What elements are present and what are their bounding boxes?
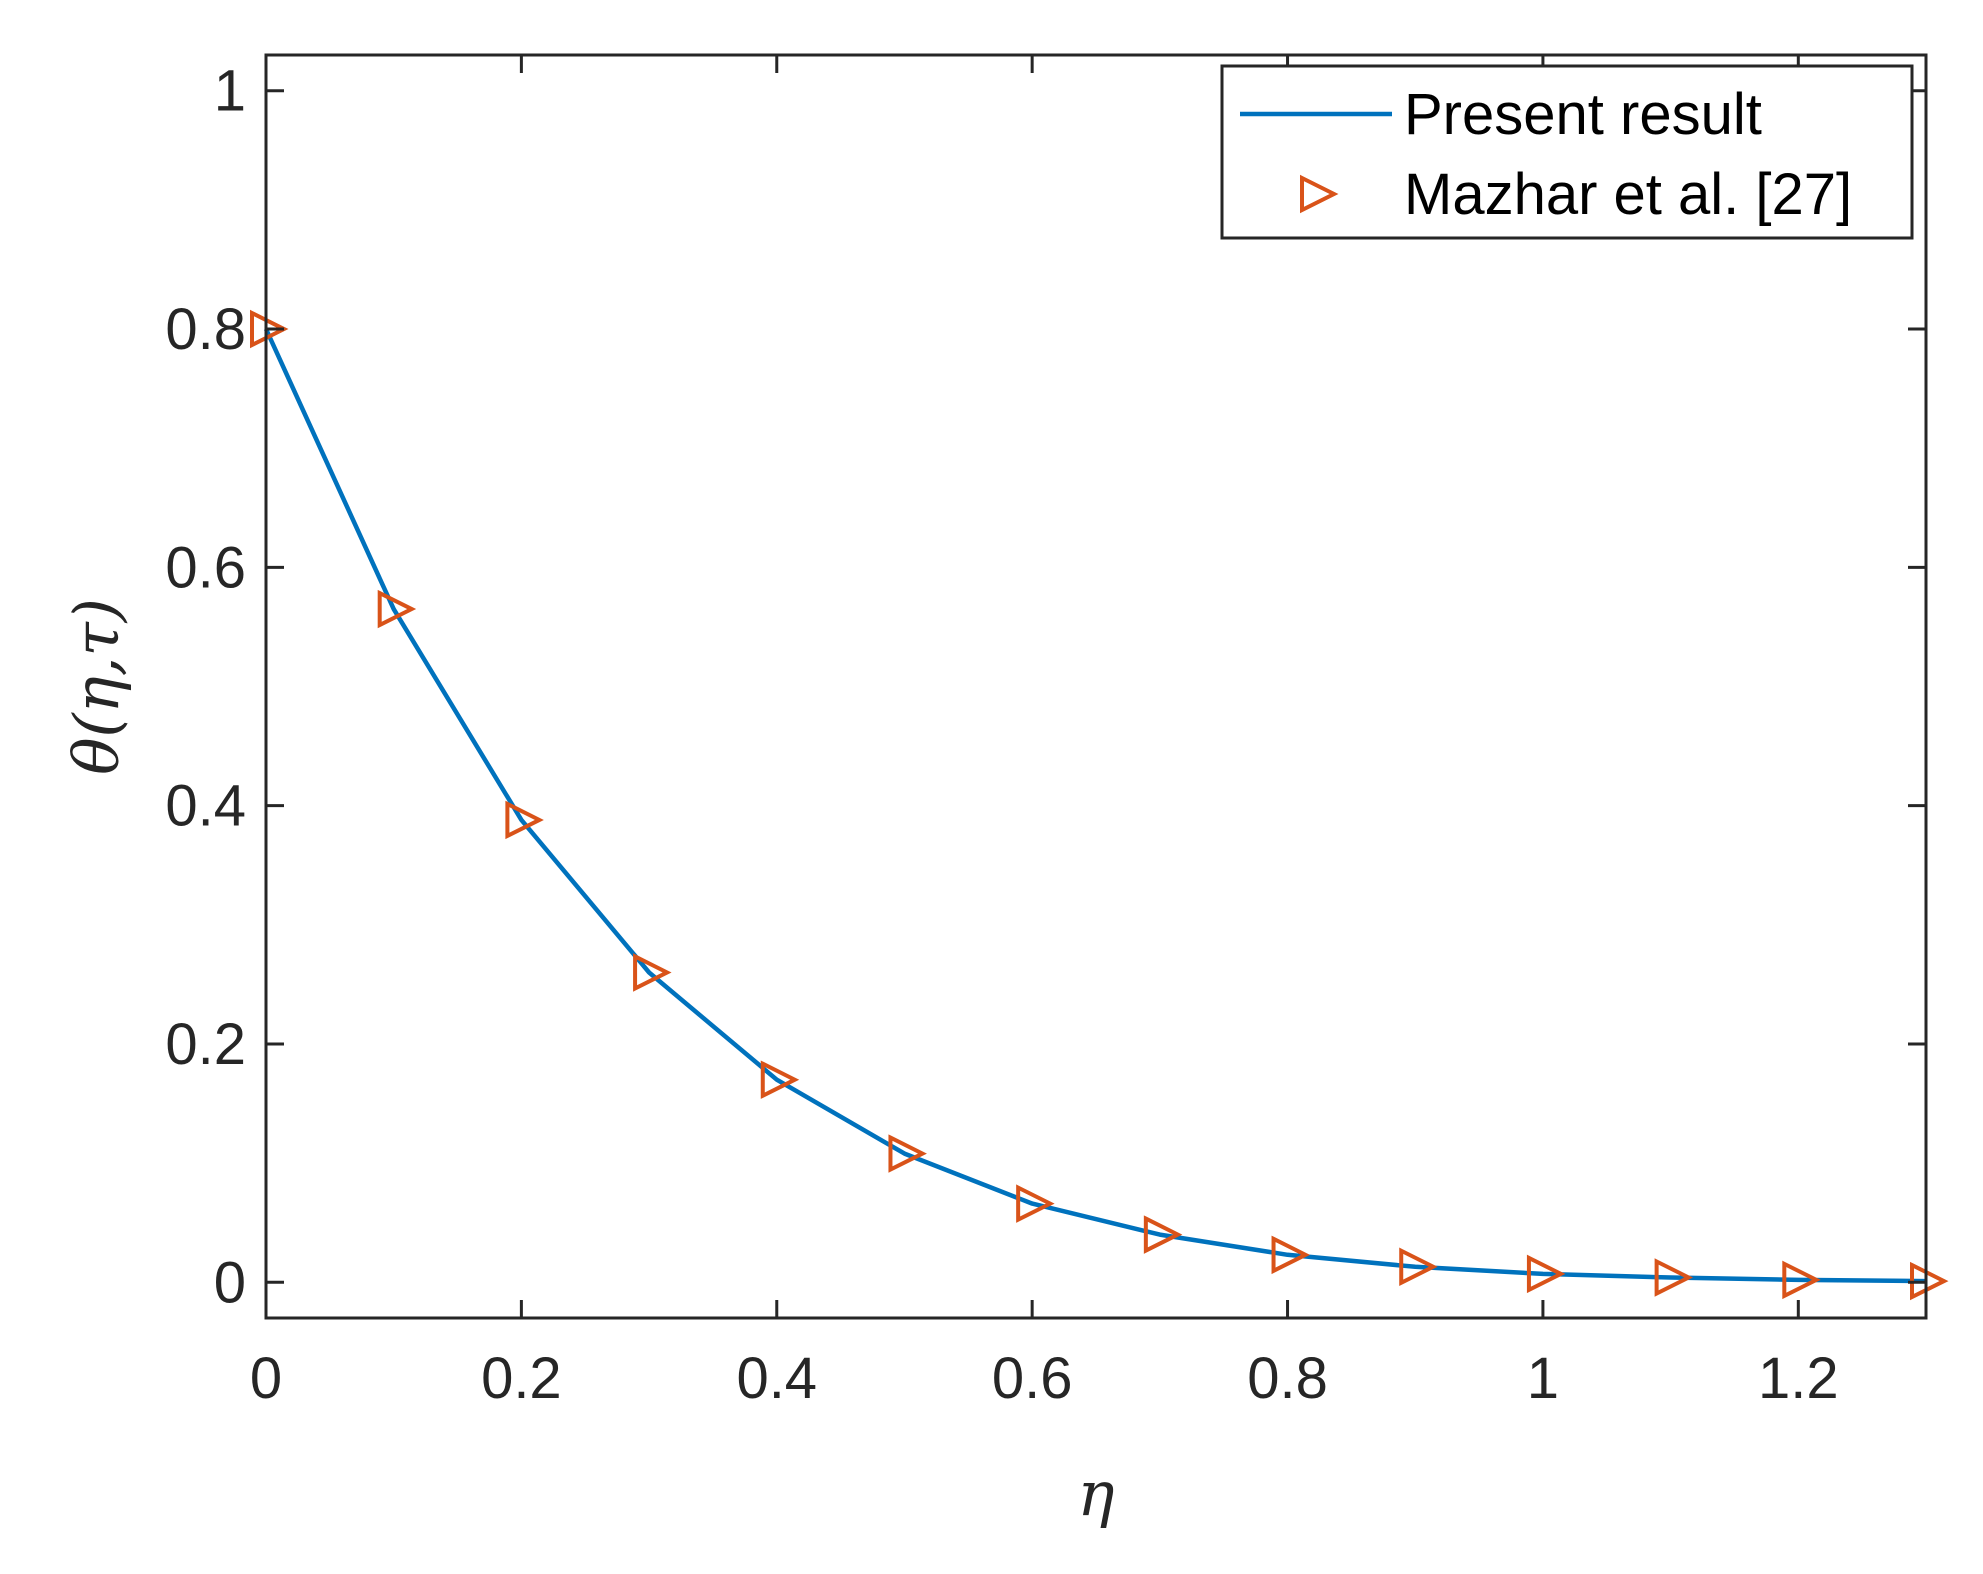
marker-point xyxy=(633,953,672,992)
legend-entry-label: Mazhar et al. [27] xyxy=(1404,162,1852,227)
x-tick-label: 0.4 xyxy=(736,1346,817,1411)
x-axis-label: η xyxy=(1077,1457,1114,1530)
marker-point xyxy=(1526,1254,1566,1294)
marker-point xyxy=(1271,1235,1311,1275)
x-tick-label: 0.8 xyxy=(1247,1346,1328,1411)
marker-point xyxy=(888,1134,927,1173)
y-tick-label: 0.4 xyxy=(165,774,246,839)
marker-point xyxy=(760,1060,800,1099)
series-layer xyxy=(250,309,1949,1301)
y-tick-label: 0.8 xyxy=(165,297,246,362)
x-tick-label: 0 xyxy=(250,1346,282,1411)
plot-background xyxy=(266,55,1926,1318)
y-tick-label: 1 xyxy=(214,59,246,124)
axes-layer: 0 0.2 0.4 0.6 0.8 1 1.2 0 0.2 0.4 0.6 0.8 1 xyxy=(165,53,1928,1411)
axes-box xyxy=(264,53,1928,1320)
y-axis-label: θ(η,τ) xyxy=(60,598,133,775)
legend-box xyxy=(1220,64,1914,240)
marker-point xyxy=(1782,1260,1821,1300)
marker-point xyxy=(250,309,289,349)
marker-point xyxy=(1143,1215,1183,1254)
y-tick-label: 0 xyxy=(214,1250,246,1315)
y-tick-label: 0.6 xyxy=(165,535,246,600)
marker-point xyxy=(1654,1258,1694,1297)
marker-point xyxy=(377,589,417,629)
marker-point xyxy=(1399,1247,1438,1287)
marker-point xyxy=(1016,1184,1055,1223)
plot-area xyxy=(266,55,1926,1318)
legend-marker-swatch xyxy=(1300,174,1339,214)
x-tick-label: 1.2 xyxy=(1758,1346,1839,1411)
x-tick-label: 0.2 xyxy=(481,1346,562,1411)
legend-entry-label: Present result xyxy=(1404,82,1762,147)
x-tick-label: 1 xyxy=(1527,1346,1559,1411)
marker-point xyxy=(505,800,544,840)
y-tick-label: 0.2 xyxy=(165,1012,246,1077)
legend: Present result Mazhar et al. [27] xyxy=(1220,64,1914,240)
x-tick-label: 0.6 xyxy=(992,1346,1073,1411)
series-line-present-result xyxy=(263,328,1927,1284)
